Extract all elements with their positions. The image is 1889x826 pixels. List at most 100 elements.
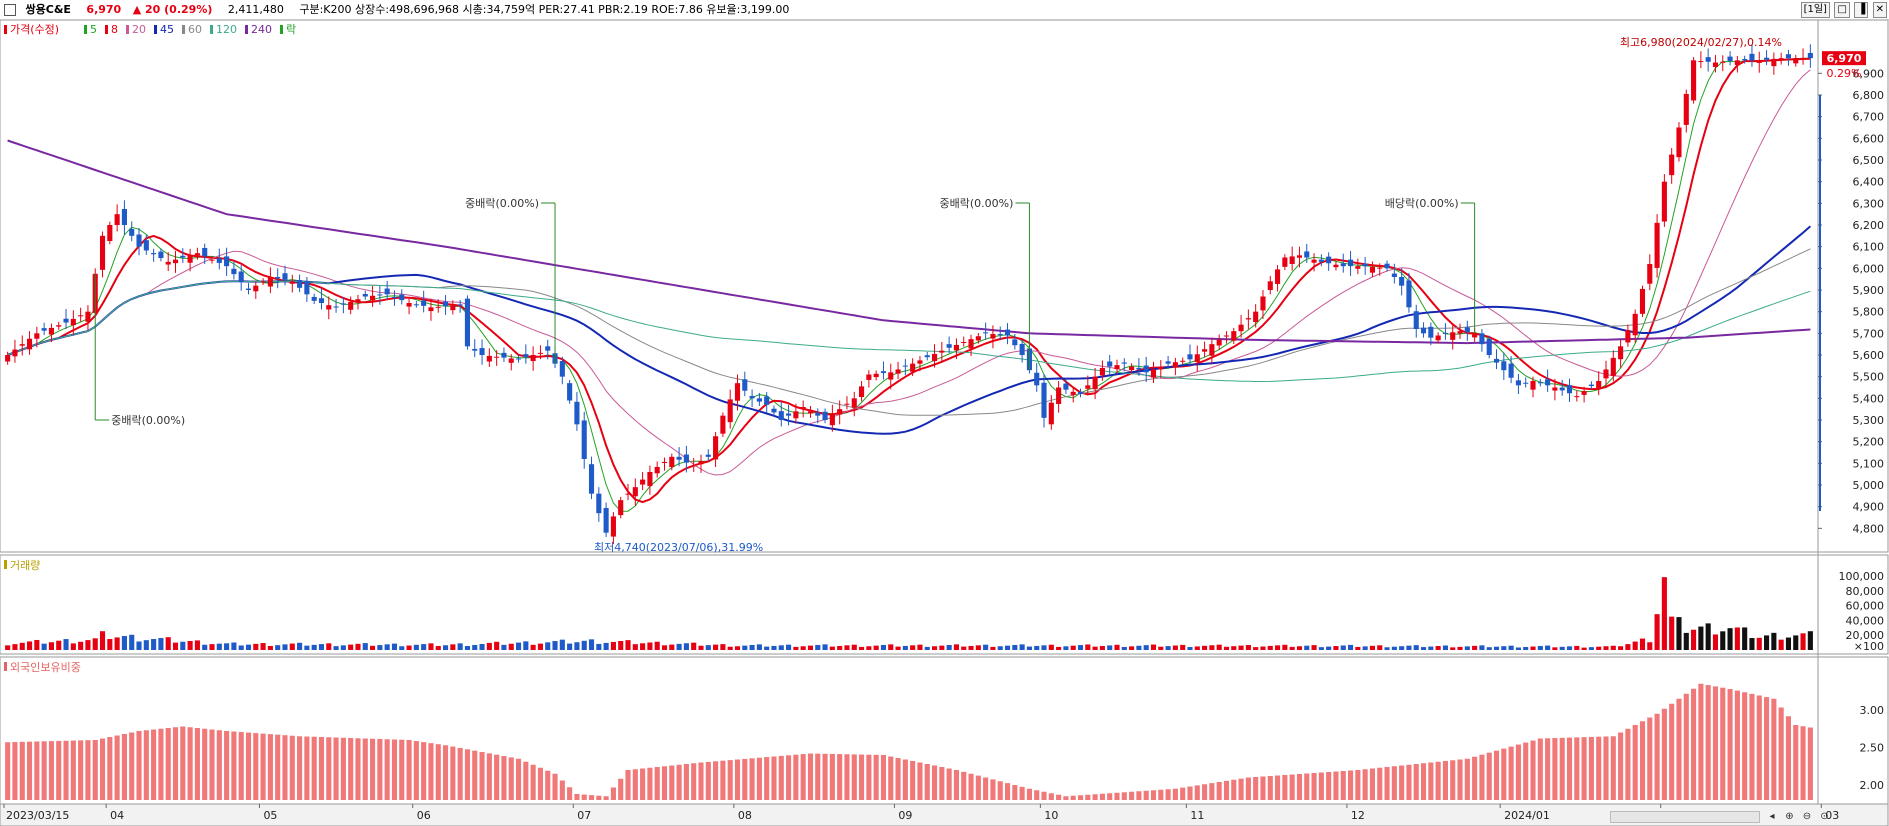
- candle-body: [1501, 361, 1507, 371]
- foreign-bar: [968, 773, 974, 800]
- foreign-bar: [1654, 713, 1660, 800]
- candle-body: [837, 409, 843, 415]
- volume-bar: [1355, 646, 1361, 650]
- zoom-in-icon[interactable]: ⊕: [1785, 811, 1794, 822]
- foreign-bar: [618, 778, 624, 800]
- candle-body: [202, 247, 208, 257]
- candle-body: [691, 465, 697, 467]
- volume-bar: [1420, 647, 1427, 650]
- legend-item: 5: [90, 23, 97, 36]
- volume-bar: [19, 642, 25, 650]
- checkbox-icon[interactable]: [4, 4, 16, 16]
- volume-bar: [494, 641, 500, 650]
- volume-bar: [1311, 645, 1317, 650]
- volume-bar: [253, 643, 259, 650]
- volume-bar: [1362, 646, 1368, 650]
- candle-body: [1661, 181, 1667, 222]
- foreign-bar: [1581, 737, 1587, 800]
- candle-body: [340, 303, 346, 305]
- candle-body: [289, 281, 295, 284]
- candle-body: [603, 507, 609, 533]
- volume-bar: [764, 646, 770, 650]
- candle-body: [209, 259, 215, 261]
- candle-body: [1727, 56, 1733, 62]
- price-tick-label: 5,000: [1853, 479, 1885, 492]
- foreign-bar: [1435, 761, 1441, 800]
- foreign-bar: [1391, 766, 1397, 800]
- foreign-bar: [661, 766, 668, 800]
- volume-bar: [1260, 646, 1266, 650]
- volume-bar: [158, 638, 164, 650]
- foreign-bar: [953, 770, 959, 800]
- volume-bar: [26, 641, 33, 650]
- close-icon[interactable]: ✕: [1872, 2, 1887, 18]
- zoom-reset-icon[interactable]: ⊙: [1820, 811, 1829, 822]
- foreign-bar: [253, 733, 259, 800]
- volume-bar: [1588, 647, 1594, 650]
- foreign-bar: [260, 733, 266, 800]
- volume-bar: [983, 644, 989, 650]
- stock-chart[interactable]: 가격(수정) 5 8 20 45 60 120 240 락 6,900 6,800 6,700 6,60…: [0, 20, 1889, 826]
- foreign-bar: [1026, 788, 1032, 800]
- foreign-bar: [895, 758, 901, 800]
- candle-body: [326, 305, 332, 310]
- candle-body: [333, 306, 339, 308]
- foreign-bar: [698, 762, 704, 800]
- foreign-bar: [1734, 690, 1740, 800]
- volume-bar: [815, 644, 821, 650]
- scroll-left-icon[interactable]: ◂: [1769, 811, 1775, 822]
- foreign-bar: [567, 787, 573, 800]
- foreign-bar: [1085, 794, 1091, 800]
- foreign-bar: [63, 740, 69, 800]
- foreign-bar: [1216, 782, 1222, 800]
- volume-bar: [1406, 645, 1412, 650]
- candle-body: [713, 436, 719, 460]
- period-button[interactable]: [1일]: [1800, 2, 1830, 18]
- volume-bar: [1202, 645, 1208, 650]
- candle-body: [151, 253, 157, 255]
- chart-scrollbar[interactable]: [1610, 811, 1760, 823]
- candle-body: [56, 325, 62, 327]
- volume-bar: [1318, 647, 1324, 650]
- foreign-bar: [1771, 698, 1777, 800]
- foreign-bar: [545, 770, 551, 800]
- volume-bar: [997, 646, 1003, 650]
- foreign-bar: [742, 758, 748, 800]
- candle-body: [1428, 326, 1434, 338]
- volume-bar: [683, 643, 689, 650]
- candle-body: [880, 371, 887, 374]
- volume-bar: [501, 644, 507, 650]
- candle-body: [5, 355, 11, 362]
- restore-icon[interactable]: ▐: [1854, 2, 1869, 18]
- x-tick-label: 07: [577, 809, 591, 822]
- foreign-bar: [1048, 793, 1054, 800]
- candle-body: [1267, 281, 1273, 290]
- candle-body: [771, 408, 777, 413]
- foreign-bar: [158, 728, 164, 800]
- volume-bar: [1282, 644, 1288, 650]
- maximize-icon[interactable]: □: [1834, 2, 1850, 18]
- candle-body: [1712, 62, 1719, 67]
- foreign-bar: [691, 763, 697, 800]
- volume-bar: [1077, 645, 1084, 650]
- candle-body: [866, 374, 872, 380]
- candle-body: [1691, 60, 1697, 101]
- volume-bar: [1596, 646, 1602, 650]
- foreign-bar: [800, 754, 806, 800]
- foreign-bar: [581, 794, 587, 800]
- candle-body: [216, 258, 222, 263]
- candle-body: [1289, 256, 1295, 264]
- foreign-bar: [1472, 756, 1478, 800]
- candle-body: [1669, 154, 1675, 176]
- volume-bar: [1238, 645, 1244, 650]
- volume-bar: [1442, 645, 1448, 650]
- volume-bar: [1661, 577, 1667, 650]
- candle-body: [1683, 93, 1689, 125]
- legend-item: 락: [286, 23, 296, 36]
- foreign-bar: [1508, 746, 1514, 800]
- foreign-bar: [523, 761, 529, 800]
- zoom-out-icon[interactable]: ⊖: [1802, 811, 1812, 822]
- foreign-bar: [85, 740, 91, 800]
- foreign-title-marker: [4, 662, 7, 671]
- foreign-bar: [1523, 742, 1529, 800]
